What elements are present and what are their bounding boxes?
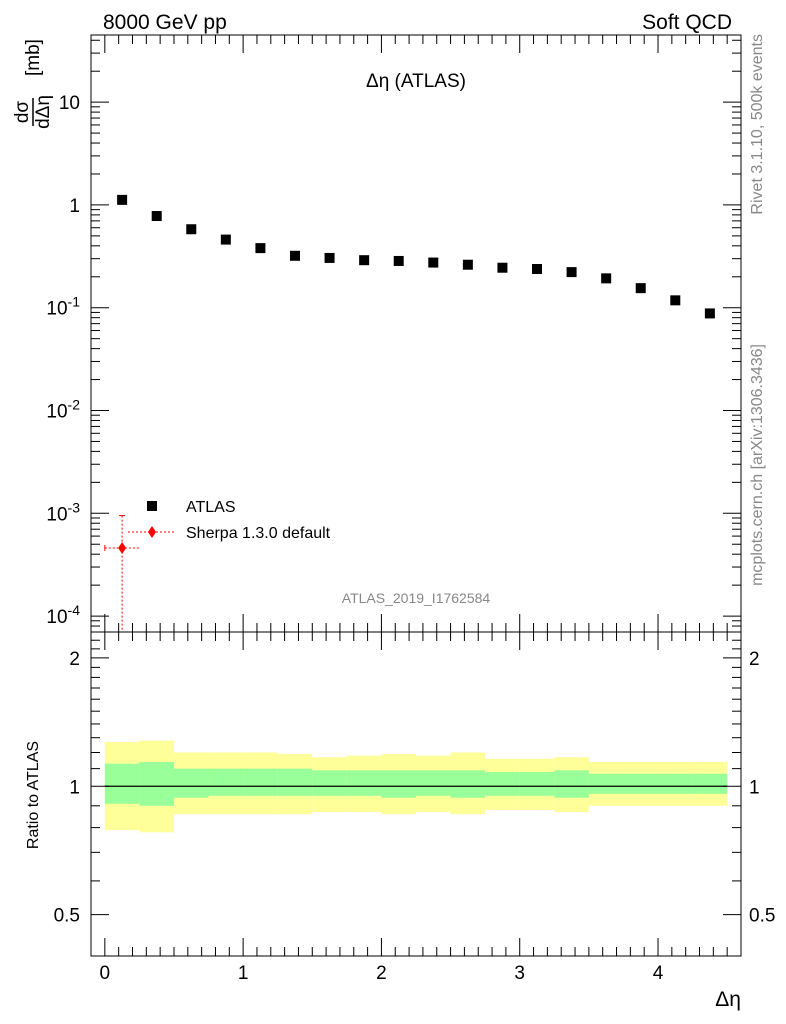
x-axis-label: Δη xyxy=(715,988,741,1011)
atlas-point xyxy=(428,257,439,268)
atlas-point xyxy=(151,211,162,222)
band-inner xyxy=(173,768,209,798)
band-inner xyxy=(312,770,347,796)
atlas-point xyxy=(117,194,128,205)
analysis-id: ATLAS_2019_I1762584 xyxy=(342,590,491,606)
main-y-tick-label: 1 xyxy=(69,196,80,217)
atlas-point xyxy=(704,308,715,319)
band-inner xyxy=(104,763,140,804)
ratio-y-tick-labels-right: 0.5 1 2 xyxy=(749,649,775,927)
atlas-point xyxy=(289,250,300,261)
atlas-point xyxy=(255,243,266,254)
sherpa-point xyxy=(118,541,127,554)
band-inner xyxy=(381,770,416,798)
main-y-tick-label: 10-4 xyxy=(46,602,80,628)
atlas-point xyxy=(393,255,404,266)
ratio-panel: 0.5 1 2 0.5 1 2 0 1 2 3 4 Ratio to ATLAS Δη xyxy=(25,631,775,1011)
legend-atlas-marker xyxy=(147,501,157,511)
ratio-y-tick-label-right: 2 xyxy=(749,649,760,670)
band-inner xyxy=(346,770,382,796)
band-inner xyxy=(485,772,520,796)
atlas-point xyxy=(220,234,231,245)
atlas-point xyxy=(462,259,473,270)
main-y-tick-label: 10-3 xyxy=(46,499,80,525)
legend-sherpa-marker xyxy=(148,526,156,538)
legend-sherpa-label: Sherpa 1.3.0 default xyxy=(186,525,331,542)
ratio-y-tick-label: 0.5 xyxy=(54,906,80,927)
ratio-x-tick-label: 2 xyxy=(376,963,387,984)
band-inner xyxy=(208,768,244,796)
ratio-x-tick-label: 1 xyxy=(238,963,249,984)
band-inner xyxy=(243,768,278,796)
legend-atlas-label: ATLAS xyxy=(186,499,236,516)
ratio-x-tick-label: 3 xyxy=(514,963,525,984)
svg-text:dσ: dσ xyxy=(12,101,33,124)
atlas-point xyxy=(566,267,577,278)
main-data-points xyxy=(104,194,715,632)
main-axis-ticks xyxy=(91,35,742,956)
band-inner xyxy=(658,773,693,794)
main-panel: 10-4 10-3 10-2 10-1 1 10 Δη (ATLAS) ATLAS_201… xyxy=(12,34,742,956)
ratio-y-axis-label: Ratio to ATLAS xyxy=(25,741,42,849)
atlas-point xyxy=(670,295,681,306)
main-y-axis-label: dσ dΔη [mb] xyxy=(12,39,54,129)
main-y-tick-label: 10-1 xyxy=(46,294,80,320)
atlas-point xyxy=(497,262,508,273)
svg-text:dΔη: dΔη xyxy=(33,95,54,129)
band-inner xyxy=(692,773,728,794)
main-y-tick-label: 10 xyxy=(59,93,80,114)
rivet-label: Rivet 3.1.10, 500k events xyxy=(749,34,766,215)
ratio-x-tick-labels: 0 1 2 3 4 xyxy=(100,963,664,984)
mcplots-label: mcplots.cern.ch [arXiv:1306.3436] xyxy=(749,344,766,586)
atlas-point xyxy=(324,252,335,263)
header-right: Soft QCD xyxy=(642,11,732,34)
ratio-y-tick-label: 2 xyxy=(69,649,80,670)
band-inner xyxy=(554,770,589,798)
ratio-y-tick-label: 1 xyxy=(69,777,80,798)
atlas-point xyxy=(635,283,646,294)
legend: ATLAS Sherpa 1.3.0 default xyxy=(128,499,331,542)
svg-text:[mb]: [mb] xyxy=(23,39,44,76)
ratio-y-tick-labels: 0.5 1 2 xyxy=(54,649,80,927)
ratio-uncertainty-bands xyxy=(104,740,728,833)
band-inner xyxy=(277,768,313,796)
band-inner xyxy=(588,773,624,794)
atlas-point xyxy=(601,273,612,284)
header-left: 8000 GeV pp xyxy=(103,11,227,34)
main-y-tick-label: 10-2 xyxy=(46,397,80,423)
atlas-point xyxy=(359,255,370,266)
atlas-point xyxy=(532,264,543,275)
main-title: Δη (ATLAS) xyxy=(366,71,466,92)
ratio-x-tick-label: 0 xyxy=(100,963,111,984)
band-inner xyxy=(450,770,486,798)
band-inner xyxy=(416,770,451,796)
atlas-point xyxy=(186,224,197,235)
ratio-y-tick-label-right: 1 xyxy=(749,777,760,798)
main-y-tick-labels: 10-4 10-3 10-2 10-1 1 10 xyxy=(46,93,80,628)
band-inner xyxy=(139,762,174,806)
ratio-x-tick-label: 4 xyxy=(653,963,664,984)
ratio-frame xyxy=(90,631,742,957)
band-inner xyxy=(519,772,555,796)
main-frame xyxy=(90,34,742,633)
ratio-y-tick-label-right: 0.5 xyxy=(749,906,775,927)
band-inner xyxy=(623,773,659,794)
